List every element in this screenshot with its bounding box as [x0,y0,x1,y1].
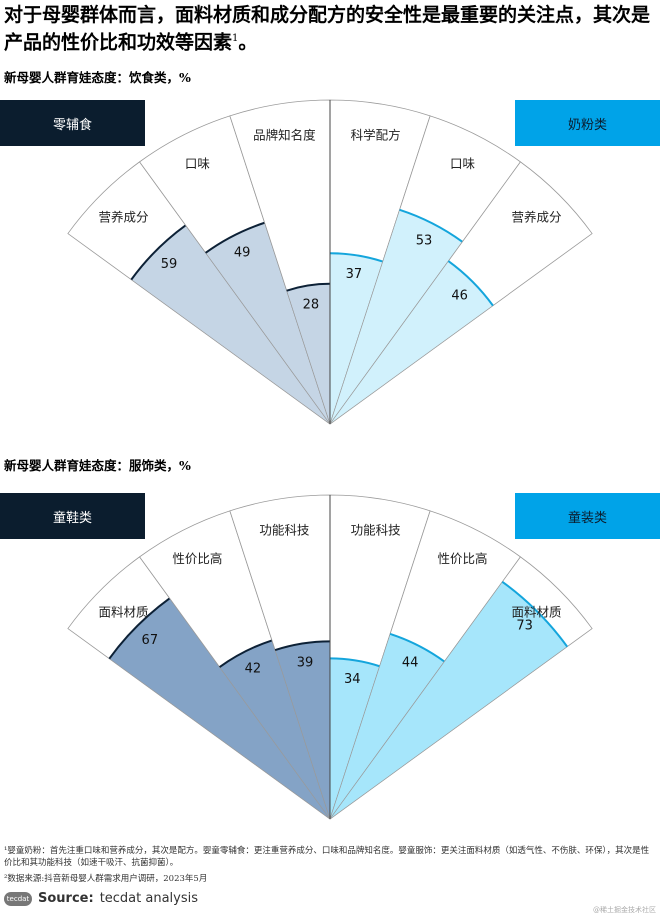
value-arc [501,580,569,648]
data-label: 67 [142,633,159,648]
data-label: 49 [234,246,251,261]
category-label: 性价比高 [438,551,488,566]
category-label: 营养成分 [99,210,149,225]
chart2-title: 新母婴人群育娃态度：服饰类，% [4,458,191,473]
data-label: 59 [161,257,178,272]
category-label: 口味 [185,156,211,171]
chart2-right-category: 童装类 [515,493,660,539]
data-label: 42 [245,662,262,677]
value-arc [205,221,265,254]
chart1-left-category: 零辅食 [0,100,145,146]
value-arc [219,639,273,668]
value-arc [447,260,494,307]
category-label: 品牌知名度 [253,128,316,143]
tecdat-logo: tecdat [4,891,32,906]
data-label: 46 [451,288,468,303]
category-label: 功能科技 [259,523,310,538]
value-arc [108,597,171,660]
category-label: 性价比高 [172,551,222,566]
watermark: @稀土掘金技术社区 [593,906,656,914]
data-label: 53 [416,233,433,248]
chart1-right-category: 奶粉类 [515,100,660,146]
data-label: 73 [516,618,533,633]
value-arc [274,640,331,652]
category-label: 科学配方 [351,128,401,143]
data-label: 39 [297,655,314,670]
chart2-left-category: 童鞋类 [0,493,145,539]
value-arc [130,224,187,281]
value-arc [399,208,463,243]
category-label: 面料材质 [511,605,561,620]
footnote-2: ²数据来源:抖音新母婴人群需求用户调研，2023年5月 [4,874,208,884]
value-arc [286,282,331,292]
category-label: 口味 [450,156,476,171]
category-label: 面料材质 [99,605,149,620]
data-label: 34 [344,672,361,687]
category-label: 营养成分 [511,210,561,225]
footnote-1: ¹婴童奶粉：首先注重口味和营养成分，其次是配方。婴童零辅食：更注重营养成分、口味… [4,846,650,868]
source-label: Source: [38,891,94,906]
data-label: 44 [402,656,419,671]
data-label: 28 [303,297,320,312]
value-arc [329,657,380,668]
category-label: 功能科技 [351,523,402,538]
source-line: tecdat Source: tecdat analysis [4,891,198,906]
source-text: tecdat analysis [99,891,199,906]
value-arc [389,632,445,663]
chart1-title: 新母婴人群育娃态度：饮食类，% [4,70,191,85]
value-arc [329,252,384,263]
data-label: 37 [346,267,363,282]
chart1-fan: 营养成分 59 口味 49 品牌知名度 28 科学配方 37 口味 53 营养成分 46 [67,99,593,425]
page-title: 对于母婴群体而言，面料材质和成分配方的安全性是最重要的关注点，其次是产品的性价比… [4,4,651,54]
